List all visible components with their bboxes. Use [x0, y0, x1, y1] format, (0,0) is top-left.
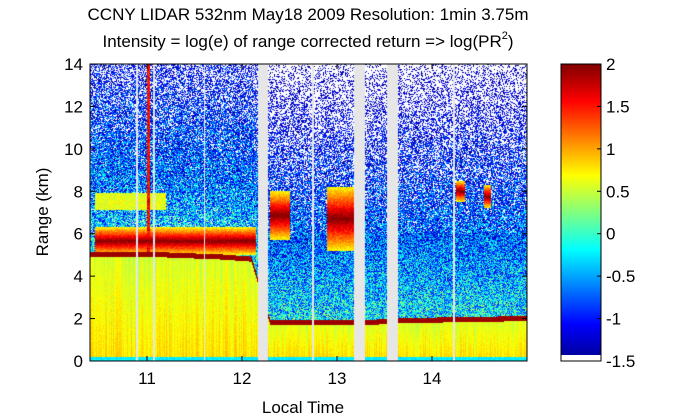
y-tick-label: 8 [74, 182, 83, 201]
heatmap-image-holder [90, 64, 527, 361]
y-tick-label: 4 [74, 267, 83, 286]
chart-title-line1: CCNY LIDAR 532nm May18 2009 Resolution: … [88, 5, 529, 24]
y-axis-label: Range (km) [33, 168, 52, 257]
colorbar-tick-label: 0.5 [606, 182, 630, 201]
y-tick-label: 12 [64, 97, 83, 116]
x-axis-label: Local Time [262, 398, 344, 417]
colorbar-tick-label: -1.5 [606, 352, 635, 371]
title-superscript: 2 [502, 30, 508, 42]
colorbar-tick-label: -1 [606, 310, 621, 329]
colorbar-ticks: -1.5 -1 -0.5 0 0.5 1 1.5 2 [597, 55, 635, 371]
y-tick-label: 10 [64, 140, 83, 159]
x-tick-label: 13 [328, 369, 347, 388]
colorbar-tick-label: 1 [606, 140, 615, 159]
y-tick-label: 2 [74, 310, 83, 329]
x-axis: 11 12 13 14 [138, 64, 441, 388]
title-line2-main: Intensity = log(e) of range corrected re… [102, 32, 501, 51]
colorbar-tick-label: 2 [606, 55, 615, 74]
colorbar-tick-label: -0.5 [606, 267, 635, 286]
heatmap-plot [89, 63, 528, 362]
colorbar-tick-label: 0 [606, 225, 615, 244]
y-tick-label: 14 [64, 55, 83, 74]
y-tick-label: 6 [74, 225, 83, 244]
x-tick-label: 12 [233, 369, 252, 388]
y-axis: 0 2 4 6 8 10 12 14 [64, 55, 527, 371]
title-suffix: ) [508, 32, 514, 51]
colorbar-bottom-strip [561, 355, 601, 361]
y-tick-label: 0 [74, 352, 83, 371]
plot-frame [89, 63, 528, 362]
heatmap-canvas [90, 64, 527, 361]
chart-title-line2: Intensity = log(e) of range corrected re… [102, 30, 513, 51]
colorbar-frame [560, 63, 602, 362]
x-tick-label: 11 [138, 369, 156, 388]
colorbar [561, 64, 601, 361]
x-tick-label: 14 [423, 369, 442, 388]
colorbar-tick-label: 1.5 [606, 97, 630, 116]
